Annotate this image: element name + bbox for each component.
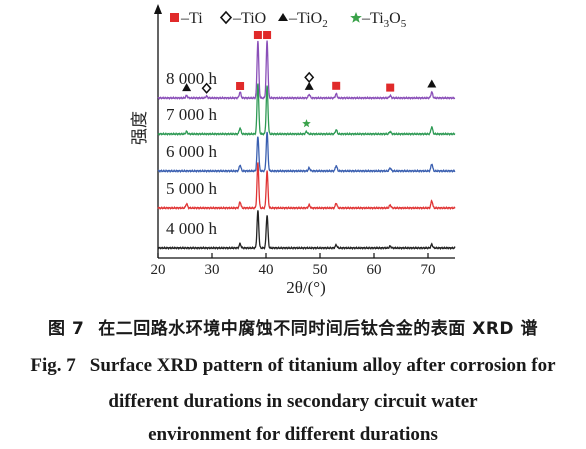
caption-chinese: 图 7 在二回路水环境中腐蚀不同时间后钛合金的表面 XRD 谱 — [0, 314, 586, 339]
series-labels: 4 000 h 5 000 h 6 000 h 7 000 h 8 000 h — [166, 69, 218, 238]
series-label-7000h: 7 000 h — [166, 105, 218, 124]
series-line-7000h — [157, 83, 456, 137]
marker-tio-8 — [201, 82, 212, 94]
series-line-5000h — [157, 162, 456, 211]
legend-ti3o5-sub2: 5 — [401, 18, 407, 30]
marker-ti-2 — [263, 31, 272, 39]
marker-tio2-5 — [182, 83, 192, 92]
legend-tio2-label: –TiO2 — [288, 10, 328, 30]
y-axis-arrow — [154, 4, 162, 14]
marker-ti3o5-10 — [302, 119, 311, 128]
series-label-4000h: 4 000 h — [166, 219, 218, 238]
legend-ti3o5-base: –Ti — [361, 10, 384, 27]
caption-english-line1: Fig. 7 Surface XRD pattern of titanium al… — [0, 355, 586, 377]
series-line-6000h — [157, 131, 456, 174]
phase-markers — [182, 31, 437, 128]
caption-english-line3: environment for different durations — [148, 424, 438, 445]
series-line-4000h — [157, 210, 456, 251]
x-axis-label: 2θ/(°) — [286, 278, 326, 297]
x-tick-label-40: 40 — [259, 262, 274, 278]
legend-ti3o5-marker — [350, 12, 362, 23]
marker-tio2-7 — [427, 79, 437, 88]
x-ticks: 20 30 40 50 60 70 — [151, 253, 436, 278]
xrd-chart: 20 30 40 50 60 70 4 000 h 5 000 h 6 000 h 7 000 … — [130, 4, 456, 297]
caption-en-number: Fig. 7 — [30, 355, 76, 376]
marker-tio2-6 — [304, 81, 314, 90]
caption-en-line1: Surface XRD pattern of titanium alloy af… — [89, 355, 556, 376]
series-label-8000h: 8 000 h — [166, 69, 218, 88]
series-label-5000h: 5 000 h — [166, 179, 218, 198]
x-tick-label-70: 70 — [421, 262, 436, 278]
legend-ti-marker — [170, 13, 179, 22]
marker-tio-9 — [304, 71, 315, 84]
legend-tio-label: –TiO — [232, 10, 266, 27]
series-label-6000h: 6 000 h — [166, 142, 218, 161]
legend-ti3o5-sub1: 3 — [384, 18, 390, 30]
marker-ti-3 — [332, 81, 341, 90]
x-tick-label-60: 60 — [367, 262, 382, 278]
legend-tio-marker — [219, 10, 233, 25]
caption-cn-number: 图 7 — [48, 319, 85, 339]
legend-ti3o5-mid: O — [389, 10, 401, 27]
legend: –Ti –TiO –TiO2 –Ti3O5 — [170, 10, 407, 30]
marker-ti-4 — [386, 83, 395, 92]
marker-ti-1 — [253, 31, 262, 39]
legend-ti-label: –Ti — [180, 10, 203, 27]
x-tick-label-50: 50 — [313, 262, 328, 278]
series-group — [157, 40, 456, 251]
caption-english-line2: different durations in secondary circuit… — [108, 391, 478, 412]
legend-tio2-marker — [278, 13, 288, 21]
y-axis-label: 强度 — [130, 111, 150, 145]
caption-cn-text: 在二回路水环境中腐蚀不同时间后钛合金的表面 XRD 谱 — [98, 319, 538, 339]
legend-ti3o5-label: –Ti3O5 — [361, 10, 407, 30]
marker-ti-0 — [236, 82, 245, 90]
legend-tio2-base: –TiO — [288, 10, 322, 27]
x-tick-label-30: 30 — [205, 262, 220, 278]
x-tick-label-20: 20 — [151, 262, 166, 278]
legend-tio2-sub: 2 — [322, 18, 328, 30]
series-line-8000h — [157, 40, 456, 101]
